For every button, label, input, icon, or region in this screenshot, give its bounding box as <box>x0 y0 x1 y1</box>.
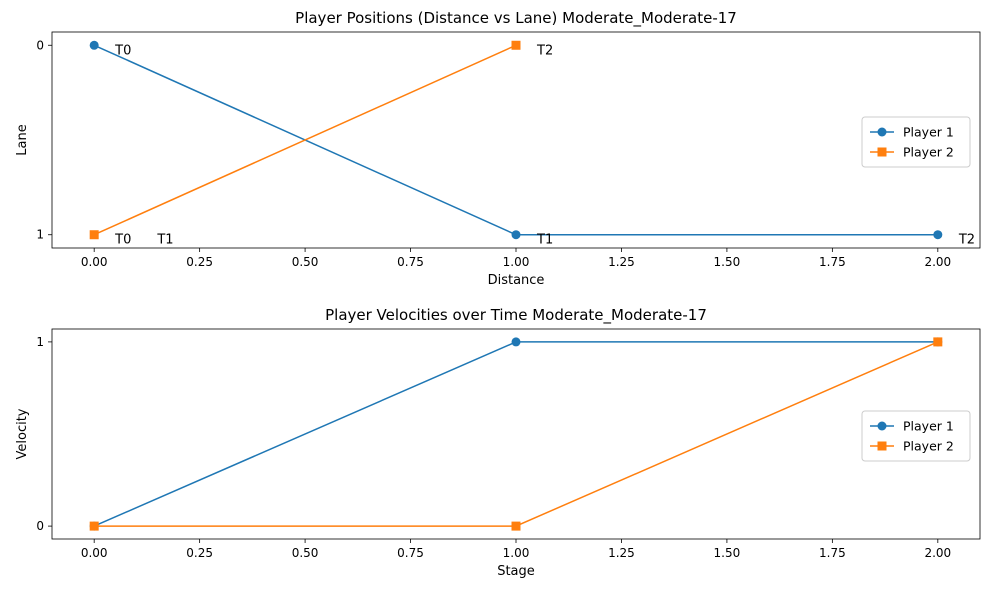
x-tick-label: 1.50 <box>714 255 741 269</box>
x-axis-label: Distance <box>488 273 545 288</box>
x-tick-label: 1.75 <box>819 546 846 560</box>
x-tick-label: 0.25 <box>186 546 213 560</box>
x-tick-label: 1.25 <box>608 255 635 269</box>
chart-panel-1: Player Positions (Distance vs Lane) Mode… <box>15 9 980 288</box>
legend: Player 1 Player 2 <box>862 117 970 167</box>
x-tick-label: 0.75 <box>397 546 424 560</box>
legend-marker <box>878 128 887 137</box>
x-tick-label: 2.00 <box>924 255 951 269</box>
chart-title: Player Positions (Distance vs Lane) Mode… <box>295 9 737 28</box>
x-axis-label: Stage <box>497 564 535 579</box>
x-tick-label: 1.50 <box>714 546 741 560</box>
axes-frame <box>52 32 980 248</box>
y-tick-label: 1 <box>36 228 44 242</box>
data-point <box>512 41 521 50</box>
y-tick-label: 0 <box>36 519 44 533</box>
x-tick-label: 1.75 <box>819 255 846 269</box>
x-tick-label: 1.00 <box>503 255 530 269</box>
x-tick-label: 0.00 <box>81 546 108 560</box>
point-annotation: T1 <box>156 233 173 248</box>
point-annotation: T0 <box>114 233 131 248</box>
series-player-2 <box>90 41 521 239</box>
series-player-2 <box>90 337 943 530</box>
data-point <box>90 522 99 531</box>
point-annotation: T2 <box>536 43 553 58</box>
series-line <box>94 342 938 526</box>
data-point <box>933 337 942 346</box>
point-annotation: T1 <box>536 233 553 248</box>
axes-frame <box>52 329 980 539</box>
chart-panel-2: Player Velocities over Time Moderate_Mod… <box>15 306 980 579</box>
series-player-1 <box>90 337 943 530</box>
legend-label: Player 1 <box>903 125 954 140</box>
data-point <box>90 41 99 50</box>
x-tick-label: 0.75 <box>397 255 424 269</box>
point-annotation: T2 <box>958 233 975 248</box>
y-axis-label: Lane <box>15 124 30 155</box>
y-tick-label: 1 <box>36 335 44 349</box>
chart-title: Player Velocities over Time Moderate_Mod… <box>325 306 707 325</box>
series-player-1 <box>90 41 943 239</box>
data-point <box>512 522 521 531</box>
legend-marker <box>878 442 887 451</box>
x-tick-label: 1.25 <box>608 546 635 560</box>
data-point <box>90 230 99 239</box>
x-tick-label: 1.00 <box>503 546 530 560</box>
legend-marker <box>878 422 887 431</box>
point-annotation: T0 <box>114 43 131 58</box>
series-line <box>94 45 938 234</box>
x-tick-label: 0.25 <box>186 255 213 269</box>
legend-marker <box>878 148 887 157</box>
series-line <box>94 342 938 526</box>
x-tick-label: 2.00 <box>924 546 951 560</box>
legend-label: Player 2 <box>903 145 954 160</box>
x-tick-label: 0.50 <box>292 546 319 560</box>
legend: Player 1 Player 2 <box>862 411 970 461</box>
data-point <box>933 230 942 239</box>
data-point <box>512 230 521 239</box>
y-axis-label: Velocity <box>15 408 30 459</box>
y-tick-label: 0 <box>36 38 44 52</box>
legend-label: Player 2 <box>903 439 954 454</box>
data-point <box>512 337 521 346</box>
legend-label: Player 1 <box>903 419 954 434</box>
x-tick-label: 0.50 <box>292 255 319 269</box>
x-tick-label: 0.00 <box>81 255 108 269</box>
